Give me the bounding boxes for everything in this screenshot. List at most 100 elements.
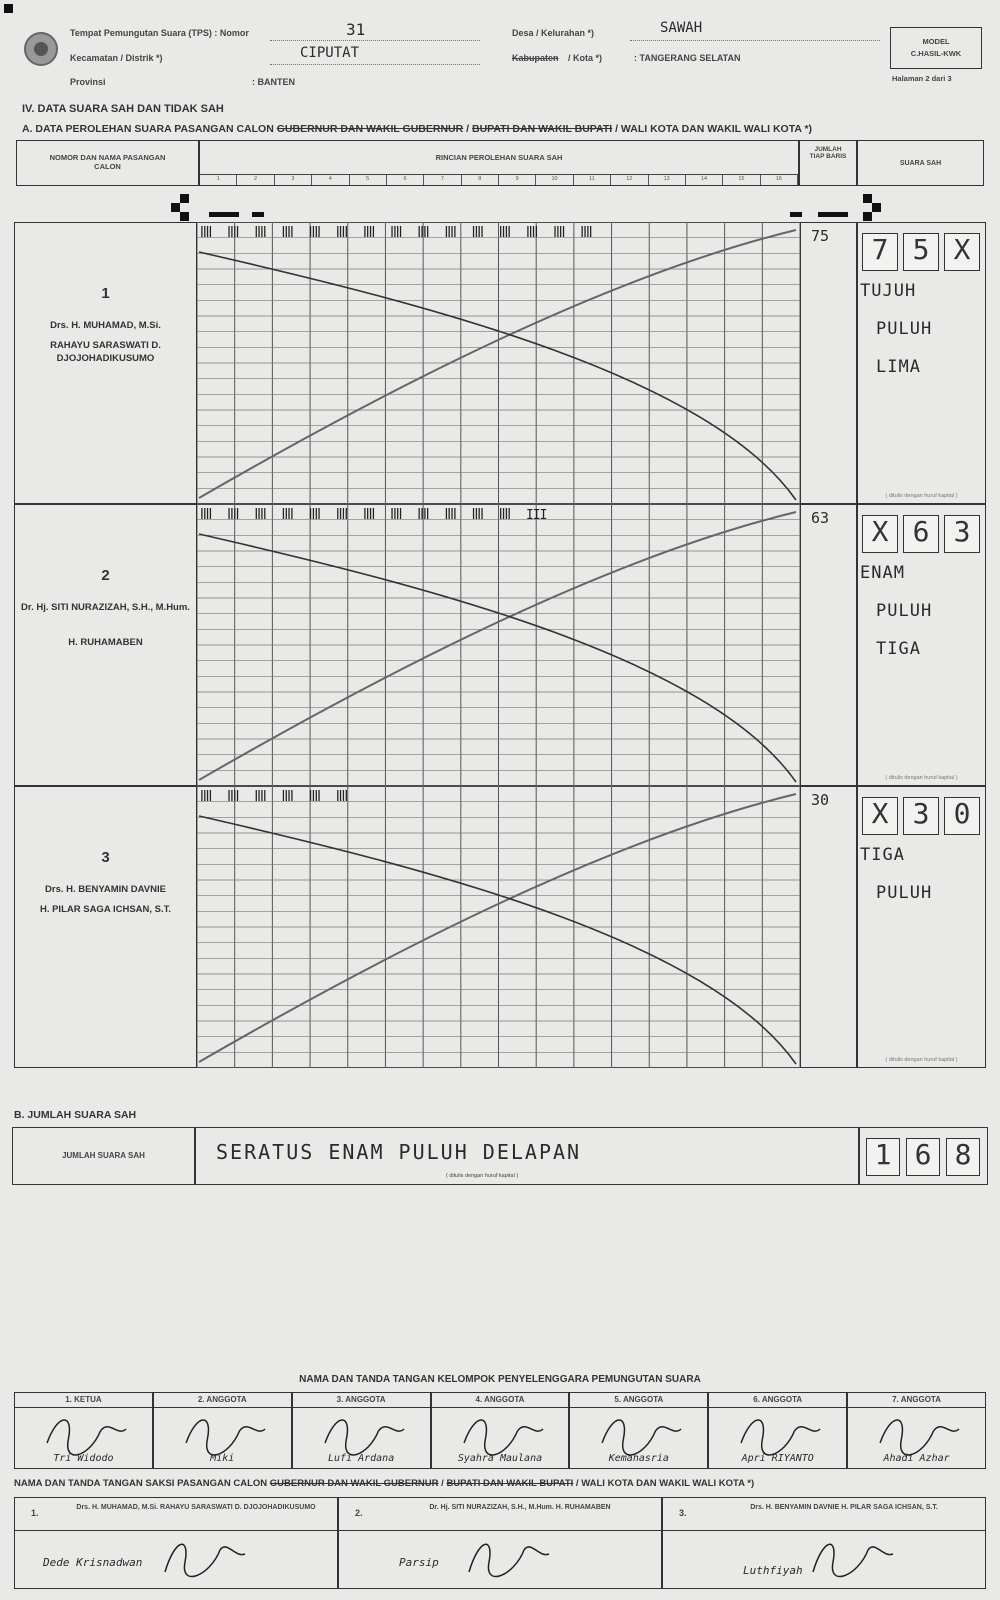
kpps-role: 4. ANGGOTA [431,1393,569,1408]
candidate-name-secondary: RAHAYU SARASWATI D. DJOJOHADIKUSUMO [50,340,161,364]
tally-grid [197,786,800,1068]
saksi-strike-gubernur: GUBERNUR DAN WAKIL GUBERNUR [269,1478,439,1489]
candidate-name-primary: Dr. Hj. SITI NURAZIZAH, S.H., M.Hum. [21,602,190,613]
alignment-mark [863,212,872,221]
candidate-name-primary: Drs. H. BENYAMIN DAVNIE [45,884,166,895]
vote-digit-box: 6 [903,515,939,553]
alignment-mark [872,203,881,212]
saksi-number: 1. [31,1508,39,1518]
kpps-name: Miki [210,1453,235,1464]
vote-words: TUJUH [860,281,917,301]
cancellation-stroke [198,511,797,781]
candidate-name-secondary: H. RUHAMABEN [68,637,143,648]
saksi-header-row: 2. Dr. Hj. SITI NURAZIZAH, S.H., M.Hum. H… [339,1498,661,1531]
kpps-role: 1. KETUA [15,1393,152,1408]
capital-letters-hint: ( ditulis dengan huruf kapital ) [885,1057,958,1063]
vote-digit-box: X [862,515,898,553]
vote-digit-box: 3 [903,797,939,835]
signature-scribble [468,1543,550,1578]
header-subnumber-row: 1 2 3 4 5 6 7 8 9 10 11 12 13 14 15 16 [200,174,798,185]
candidate-number: 2 [101,567,110,584]
candidate-name-primary: Drs. H. MUHAMAD, M.Si. [50,320,161,331]
tally-marks: ꟾꟾꟾꟾ ꟾꟾꟾꟾ ꟾꟾꟾꟾ ꟾꟾꟾꟾ ꟾꟾꟾꟾ ꟾꟾꟾꟾ ꟾꟾꟾꟾ ꟾꟾꟾꟾ … [200,226,593,241]
saksi-signature-cell: 1. Drs. H. MUHAMAD, M.Si. RAHAYU SARASWAT… [14,1497,338,1589]
saksi-title: NAMA DAN TANDA TANGAN SAKSI PASANGAN CAL… [14,1478,754,1489]
candidate-number: 1 [101,285,110,302]
saksi-title-prefix: NAMA DAN TANDA TANGAN SAKSI PASANGAN CAL… [14,1478,270,1489]
tally-grid [197,222,800,504]
header-subnumber: 1 [200,175,238,185]
vote-words: TIGA [876,639,921,659]
kota-value: : TANGERANG SELATAN [634,53,741,63]
header-subnumber: 3 [275,175,313,185]
header-col-suara: SUARA SAH [857,140,984,186]
saksi-header-row: 1. Drs. H. MUHAMAD, M.Si. RAHAYU SARASWAT… [15,1498,337,1531]
kpps-role: 6. ANGGOTA [709,1393,847,1408]
kpps-title: NAMA DAN TANDA TANGAN KELOMPOK PENYELENG… [299,1374,701,1385]
alignment-mark [180,194,189,203]
signature-scribble [324,1419,405,1456]
saksi-signature-cell: 2. Dr. Hj. SITI NURAZIZAH, S.H., M.Hum. H… [338,1497,662,1589]
section-iv-title: IV. DATA SUARA SAH DAN TIDAK SAH [22,103,224,115]
alignment-mark [790,212,802,217]
section-b-words: SERATUS ENAM PULUH DELAPAN [216,1140,582,1164]
section-b-label: JUMLAH SUARA SAH [62,1151,145,1160]
header-subnumber: 10 [536,175,574,185]
kpps-signature-cell: 1. KETUA Tri Widodo [14,1392,153,1469]
candidate-number: 3 [101,849,110,866]
tally-grid [197,504,800,786]
cancellation-stroke [198,251,797,501]
kpps-role: 3. ANGGOTA [292,1393,430,1408]
vote-words: PULUH [876,601,933,621]
header-col-candidate-label: NOMOR DAN NAMA PASANGAN CALON [49,153,166,171]
vote-digit-box: 3 [944,515,980,553]
row-total-cell: 75 [800,222,857,504]
section-a-sep: / [463,123,472,135]
cancellation-stroke [198,815,797,1065]
row-total-cell: 63 [800,504,857,786]
suara-sah-cell: X 6 3 ENAM PULUH TIGA ( ditulis dengan huruf k… [857,504,986,786]
vote-digit-box: 0 [944,797,980,835]
provinsi-label: Provinsi [70,77,106,87]
kpps-name: Tri Widodo [53,1453,114,1464]
signature-scribble [879,1419,960,1456]
saksi-header-row: 3. Drs. H. BENYAMIN DAVNIE H. PILAR SAGA … [663,1498,985,1531]
kecamatan-label: Kecamatan / Distrik *) [70,53,163,63]
vote-words: TIGA [860,845,905,865]
alignment-mark [180,212,189,221]
header-subnumber: 11 [574,175,612,185]
saksi-number: 3. [679,1508,687,1518]
saksi-strike-bupati: BUPATI DAN WAKIL BUPATI [446,1478,574,1489]
saksi-name: Dede Krisnadwan [43,1556,143,1569]
signature-scribble [185,1419,266,1456]
header-subnumber: 12 [611,175,649,185]
header-subnumber: 13 [649,175,686,185]
candidate-name-cell: 1 Drs. H. MUHAMAD, M.Si. RAHAYU SARASWATI … [14,222,197,504]
vote-words: ENAM [860,563,905,583]
header-subnumber: 2 [237,175,275,185]
signature-scribble [164,1543,246,1578]
section-b-digits-cell: 1 6 8 [859,1127,988,1185]
kpps-role: 2. ANGGOTA [153,1393,291,1408]
suara-sah-cell: 7 5 X TUJUH PULUH LIMA ( ditulis dengan huruf … [857,222,986,504]
candidate-name-cell: 3 Drs. H. BENYAMIN DAVNIE H. PILAR SAGA IC… [14,786,197,1068]
kpps-signature-cell: 5. ANGGOTA Kemahasria [569,1392,709,1469]
header-col-jumlah-label: JUMLAH TIAP BARIS [809,146,847,160]
header-subnumber: 16 [761,175,798,185]
kpps-role: 7. ANGGOTA [848,1393,985,1408]
registration-mark [4,4,13,13]
kpps-name: Ahadi Azhar [883,1453,950,1464]
section-b-words-cell: SERATUS ENAM PULUH DELAPAN ( ditulis den… [195,1127,859,1185]
tps-underline [270,40,480,41]
section-b-label-cell: JUMLAH SUARA SAH [12,1127,195,1185]
section-a-strike-gubernur: GUBERNUR DAN WAKIL GUBERNUR [276,123,464,135]
signature-scribble [601,1419,683,1456]
vote-digit-box: X [862,797,898,835]
alignment-mark [818,212,848,217]
tally-marks: ꟾꟾꟾꟾ ꟾꟾꟾꟾ ꟾꟾꟾꟾ ꟾꟾꟾꟾ ꟾꟾꟾꟾ ꟾꟾꟾꟾ [200,790,348,805]
header-subnumber: 8 [462,175,499,185]
header-col-jumlah: JUMLAH TIAP BARIS [799,140,857,186]
saksi-candidate: Drs. H. BENYAMIN DAVNIE H. PILAR SAGA IC… [750,1504,938,1511]
row-total-cell: 30 [800,786,857,1068]
kpu-logo [24,32,58,66]
